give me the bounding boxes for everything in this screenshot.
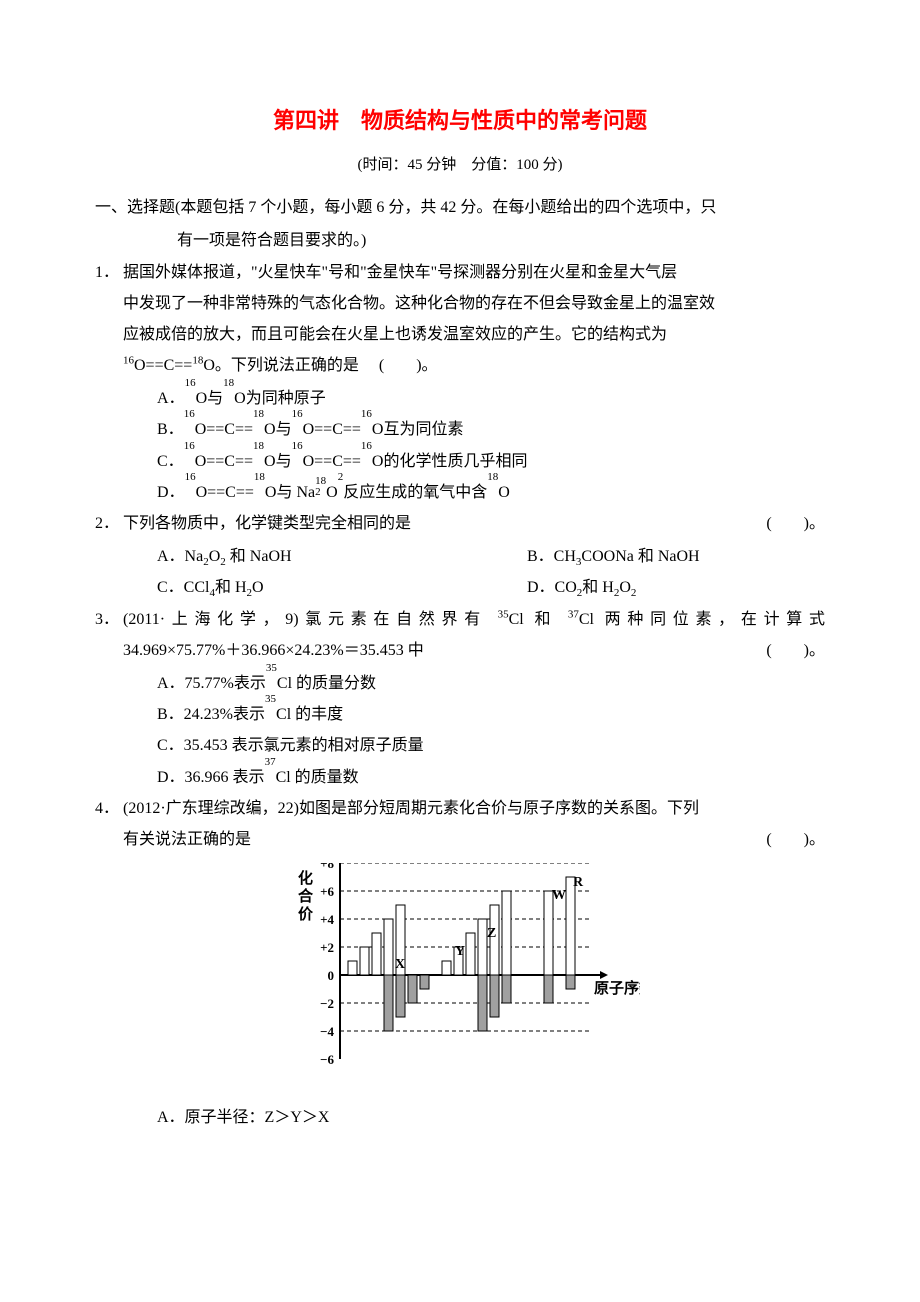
q2-option-b: B．CH3COONa 和 NaOH bbox=[527, 541, 700, 572]
question-3: 3． (2011·上海化学，9)氯元素在自然界有 35Cl 和 37Cl 两种同… bbox=[95, 604, 825, 666]
chart-container: +8 +6 +4 +2 0 −2 −4 −6 化合价原子序数 X Y Z WR bbox=[95, 863, 825, 1094]
svg-text:化: 化 bbox=[298, 869, 313, 887]
svg-text:−2: −2 bbox=[320, 996, 334, 1011]
q2-paren: ( )。 bbox=[766, 508, 825, 539]
question-2: 2． 下列各物质中，化学键类型完全相同的是 ( )。 bbox=[95, 508, 825, 539]
q4-content: (2012·广东理综改编，22)如图是部分短周期元素化合价与原子序数的关系图。下… bbox=[123, 793, 825, 855]
q3-line2: 34.969×75.77%＋36.966×24.23%＝35.453 中 ( )… bbox=[123, 635, 825, 666]
section-header-line2: 有一项是符合题目要求的。) bbox=[95, 225, 825, 256]
q1-option-a: A．16O 与 18O 为同种原子 bbox=[95, 383, 825, 414]
q3-option-d: D．36.966 表示 37Cl 的质量数 bbox=[95, 762, 825, 793]
q1-option-c: C．16O==C==18O 与 16O==C==16O 的化学性质几乎相同 bbox=[95, 446, 825, 477]
q4-line1: (2012·广东理综改编，22)如图是部分短周期元素化合价与原子序数的关系图。下… bbox=[123, 793, 825, 824]
q1-line1: 据国外媒体报道，"火星快车"号和"金星快车"号探测器分别在火星和金星大气层 bbox=[123, 257, 825, 288]
svg-text:Y: Y bbox=[455, 944, 465, 959]
q3-content: (2011·上海化学，9)氯元素在自然界有 35Cl 和 37Cl 两种同位素，… bbox=[123, 604, 825, 666]
q2-option-d: D．CO2和 H2O2 bbox=[527, 572, 636, 603]
svg-text:原子序数: 原子序数 bbox=[594, 979, 640, 997]
q2-option-c: C．CCl4和 H2O bbox=[157, 572, 527, 603]
q4-number: 4． bbox=[95, 793, 123, 855]
question-4: 4． (2012·广东理综改编，22)如图是部分短周期元素化合价与原子序数的关系… bbox=[95, 793, 825, 855]
q2-text: 下列各物质中，化学键类型完全相同的是 bbox=[123, 508, 411, 539]
svg-text:−4: −4 bbox=[320, 1024, 334, 1039]
svg-text:+2: +2 bbox=[320, 940, 334, 955]
q2-number: 2． bbox=[95, 508, 123, 539]
q4-option-a: A．原子半径：Z＞Y＞X bbox=[95, 1102, 825, 1133]
q3-option-a: A．75.77%表示 35Cl 的质量分数 bbox=[95, 668, 825, 699]
svg-text:价: 价 bbox=[298, 906, 314, 923]
svg-text:X: X bbox=[395, 957, 405, 972]
valence-chart: +8 +6 +4 +2 0 −2 −4 −6 化合价原子序数 X Y Z WR bbox=[280, 863, 640, 1083]
page-title: 第四讲 物质结构与性质中的常考问题 bbox=[95, 100, 825, 143]
svg-text:+8: +8 bbox=[320, 863, 334, 871]
q1-line3: 应被成倍的放大，而且可能会在火星上也诱发温室效应的产生。它的结构式为 bbox=[123, 319, 825, 350]
q1-content: 据国外媒体报道，"火星快车"号和"金星快车"号探测器分别在火星和金星大气层 中发… bbox=[123, 257, 825, 382]
q4-paren: ( )。 bbox=[766, 824, 825, 855]
svg-text:0: 0 bbox=[328, 968, 335, 983]
svg-text:R: R bbox=[573, 875, 584, 890]
q3-option-c: C．35.453 表示氯元素的相对原子质量 bbox=[95, 730, 825, 761]
svg-text:+4: +4 bbox=[320, 912, 334, 927]
q1-option-d: D．16O==C==18O 与 Na182O2 反应生成的氧气中含 18O bbox=[95, 477, 825, 508]
section-header-line1: 一、选择题(本题包括 7 个小题，每小题 6 分，共 42 分。在每小题给出的四… bbox=[95, 192, 825, 223]
q2-options-ab: A．Na2O2 和 NaOH B．CH3COONa 和 NaOH bbox=[95, 541, 825, 572]
q2-option-a: A．Na2O2 和 NaOH bbox=[157, 541, 527, 572]
q1-option-b: B．16O==C==18O 与 16O==C==16O 互为同位素 bbox=[95, 414, 825, 445]
q4-line2: 有关说法正确的是 ( )。 bbox=[123, 824, 825, 855]
q3-line1: (2011·上海化学，9)氯元素在自然界有 35Cl 和 37Cl 两种同位素，… bbox=[123, 604, 825, 635]
svg-text:−6: −6 bbox=[320, 1052, 334, 1067]
svg-text:Z: Z bbox=[487, 926, 496, 941]
q3-number: 3． bbox=[95, 604, 123, 666]
svg-text:W: W bbox=[552, 888, 566, 903]
page-subtitle: (时间：45 分钟 分值：100 分) bbox=[95, 151, 825, 180]
q2-options-cd: C．CCl4和 H2O D．CO2和 H2O2 bbox=[95, 572, 825, 603]
q1-number: 1． bbox=[95, 257, 123, 382]
svg-text:+6: +6 bbox=[320, 884, 334, 899]
q3-option-b: B．24.23%表示 35Cl 的丰度 bbox=[95, 699, 825, 730]
q2-content: 下列各物质中，化学键类型完全相同的是 ( )。 bbox=[123, 508, 825, 539]
svg-text:合: 合 bbox=[297, 887, 314, 905]
question-1: 1． 据国外媒体报道，"火星快车"号和"金星快车"号探测器分别在火星和金星大气层… bbox=[95, 257, 825, 382]
q3-paren: ( )。 bbox=[766, 635, 825, 666]
q1-line2: 中发现了一种非常特殊的气态化合物。这种化合物的存在不但会导致金星上的温室效 bbox=[123, 288, 825, 319]
